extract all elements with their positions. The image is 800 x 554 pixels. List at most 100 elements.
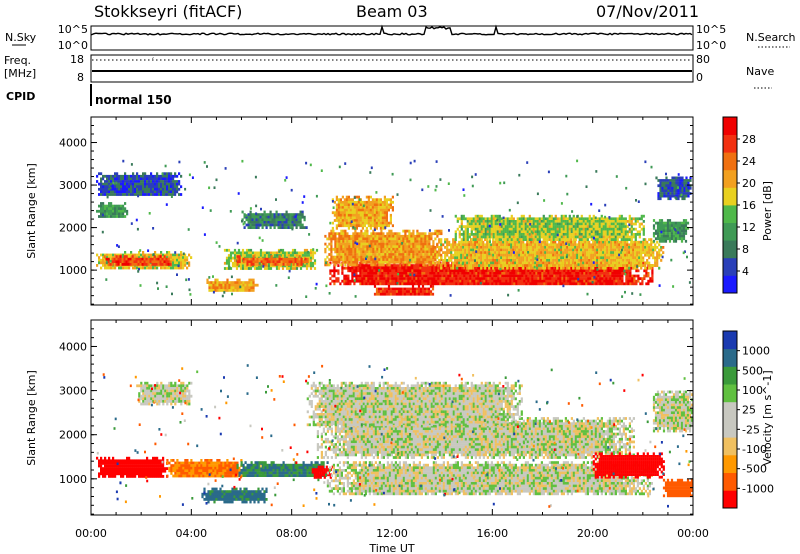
echo-cell: [238, 281, 241, 284]
echo-cell: [120, 264, 123, 267]
echo-cell: [519, 266, 522, 270]
echo-cell: [597, 282, 600, 286]
echo-cell: [616, 240, 619, 244]
echo-cell: [649, 277, 652, 280]
echo-cell: [526, 259, 529, 262]
echo-cell: [305, 226, 308, 229]
echo-cell: [257, 254, 261, 257]
echo-cell: [551, 279, 554, 283]
echo-cell: [126, 190, 129, 194]
echo-cell: [248, 257, 251, 261]
echo-cell: [110, 174, 113, 178]
echo-cell: [344, 247, 347, 251]
echo-cell: [529, 279, 532, 283]
echo-cell: [159, 260, 162, 264]
echo-cell: [504, 227, 507, 231]
echo-cell: [289, 215, 292, 219]
echo-cell: [334, 247, 337, 251]
echo-cell: [166, 253, 169, 257]
echo-cell: [480, 256, 483, 260]
echo-cell: [404, 229, 407, 233]
echo-cell: [570, 238, 573, 241]
echo-cell: [404, 242, 407, 246]
echo-cell: [182, 266, 185, 270]
echo-cell: [368, 255, 371, 259]
echo-cell: [632, 240, 635, 244]
echo-cell: [271, 223, 274, 227]
echo-cell: [418, 255, 421, 259]
echo-cell: [402, 234, 405, 238]
echo-cell: [540, 251, 543, 254]
echo-cell: [430, 250, 433, 254]
echo-cell: [593, 269, 596, 273]
echo-cell: [340, 250, 343, 254]
echo-cell: [289, 261, 293, 265]
echo-cell: [383, 269, 386, 273]
echo-cell: [344, 253, 347, 256]
echo-cell: [461, 282, 464, 286]
echo-cell: [394, 232, 397, 236]
echo-cell: [654, 243, 657, 247]
echo-cell: [242, 289, 245, 292]
echo-cell: [120, 185, 123, 189]
echo-cell: [157, 255, 160, 258]
echo-cell: [586, 264, 589, 267]
echo-cell: [253, 251, 257, 255]
echo-cell: [444, 261, 447, 265]
echo-cell: [496, 261, 499, 265]
echo-cell: [469, 279, 472, 283]
echo-cell: [140, 193, 143, 196]
echo-cell: [426, 258, 429, 262]
echo-cell: [180, 253, 183, 257]
echo-cell: [412, 250, 415, 254]
echo-cell: [375, 277, 378, 280]
echo-cell: [132, 190, 135, 194]
echo-cell: [394, 253, 397, 256]
echo-cell: [174, 182, 177, 186]
echo-cell: [163, 260, 166, 264]
echo-cell: [275, 264, 279, 268]
echo-cell: [534, 248, 537, 252]
echo-cell: [342, 255, 345, 259]
echo-cell: [620, 259, 623, 262]
echo-cell: [158, 182, 161, 186]
echo-cell: [424, 253, 427, 256]
echo-cell: [378, 232, 381, 236]
echo-cell: [430, 237, 433, 241]
echo-cell: [506, 259, 509, 262]
echo-cell: [476, 243, 479, 247]
echo-cell: [369, 277, 372, 280]
echo-cell: [476, 248, 479, 252]
echo-cell: [278, 263, 281, 266]
echo-cell: [658, 266, 661, 270]
echo-cell: [534, 246, 537, 249]
echo-cell: [604, 264, 607, 267]
echo-cell: [592, 253, 595, 257]
echo-cell: [508, 246, 511, 249]
echo-cell: [522, 217, 525, 221]
echo-cell: [426, 260, 429, 264]
echo-cell: [420, 255, 423, 259]
echo-cell: [510, 227, 513, 231]
echo-cell: [508, 243, 511, 247]
echo-cell: [102, 204, 105, 208]
echo-cell: [251, 264, 255, 268]
echo-cell: [367, 277, 370, 280]
echo-cell: [628, 253, 631, 257]
echo-cell: [550, 251, 553, 254]
echo-cell: [497, 277, 500, 280]
echo-cell: [285, 264, 289, 268]
echo-cell: [604, 253, 607, 257]
echo-cell: [142, 193, 145, 196]
echo-cell: [530, 243, 533, 247]
echo-cell: [527, 279, 530, 283]
echo-cell: [293, 223, 296, 227]
echo-cell: [380, 240, 383, 243]
echo-cell: [255, 267, 259, 270]
echo-cell: [495, 266, 498, 270]
echo-cell: [642, 259, 645, 262]
echo-cell: [382, 245, 385, 249]
echo-cell: [102, 202, 105, 205]
echo-cell: [481, 277, 484, 280]
echo-cell: [96, 180, 99, 183]
